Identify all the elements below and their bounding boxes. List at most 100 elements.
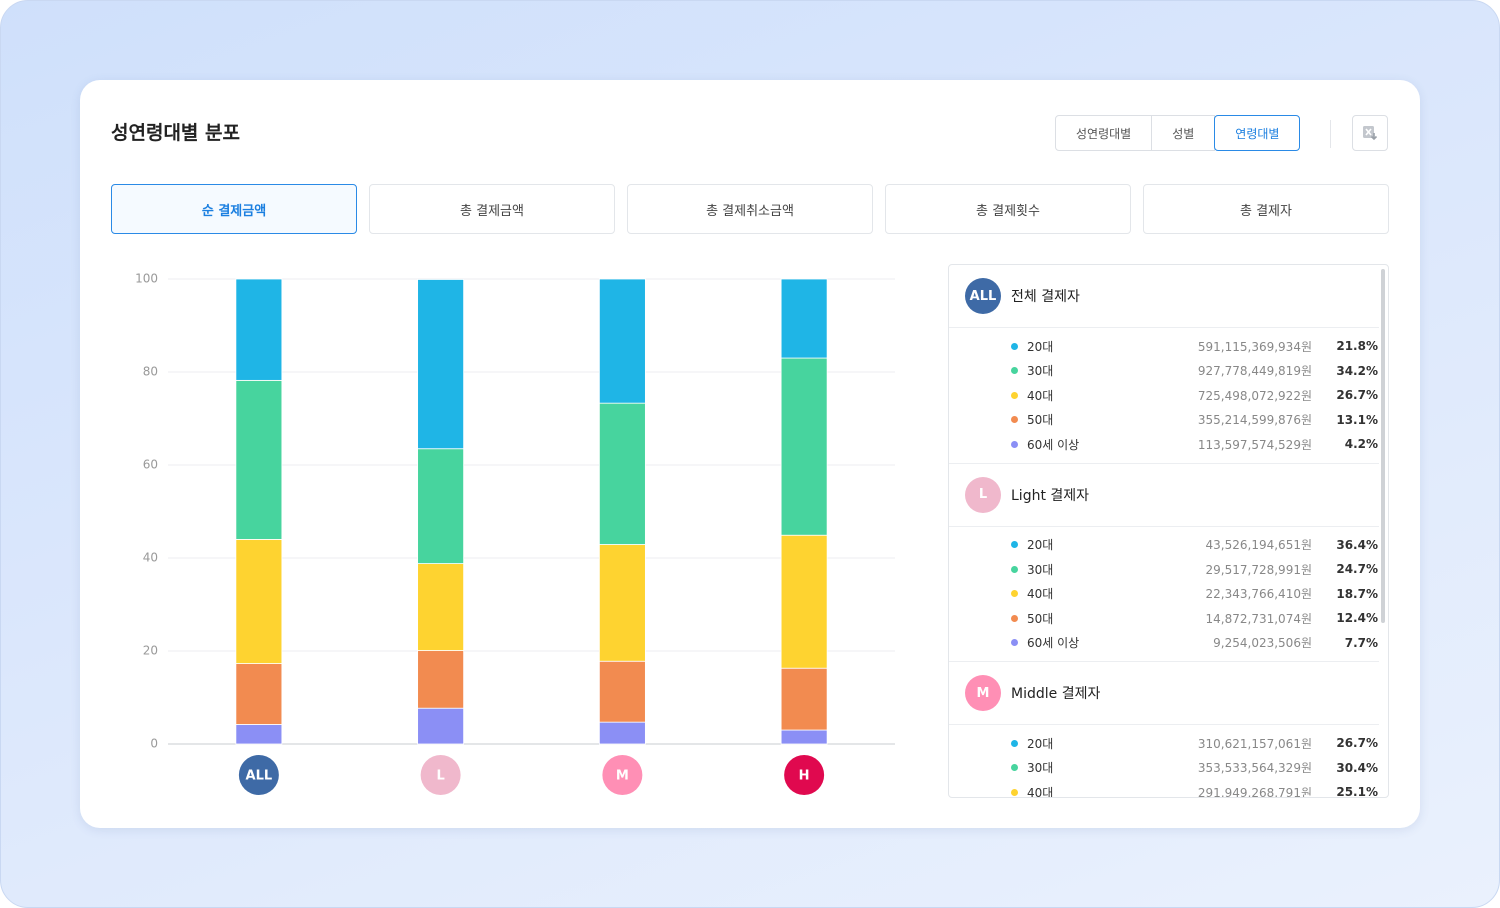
bar-segment — [780, 667, 828, 731]
group-title: Middle 결제자 — [1011, 686, 1101, 702]
row-amount: 725,498,072,922원 — [1197, 388, 1312, 403]
metric-tab[interactable]: 순 결제금액 — [111, 184, 357, 234]
row-label: 40대 — [1027, 785, 1054, 798]
legend-dot — [1011, 590, 1018, 598]
breakdown-row: 30대 29,517,728,991원 24.7% — [949, 557, 1379, 582]
breakdown-panel: ALL 전체 결제자 20대 591,115,369,934원 21.8% 30대 927,… — [948, 264, 1389, 798]
breakdown-row: 20대 310,621,157,061원 26.7% — [949, 731, 1379, 756]
group-title: Light 결제자 — [1011, 487, 1090, 504]
group-header: M Middle 결제자 — [949, 662, 1379, 725]
row-percent: 13.1% — [1336, 412, 1378, 427]
category-badge — [420, 755, 461, 795]
row-label: 30대 — [1027, 761, 1054, 776]
group-badge: L — [965, 476, 1001, 513]
y-tick-label: 60 — [143, 458, 158, 472]
metric-tab[interactable]: 총 결제금액 — [369, 184, 615, 234]
metric-tab[interactable]: 총 결제취소금액 — [627, 184, 873, 234]
row-label: 40대 — [1027, 587, 1054, 602]
y-tick-label: 40 — [143, 551, 158, 565]
row-amount: 9,254,023,506원 — [1213, 636, 1312, 651]
bar-segment — [780, 357, 828, 536]
row-percent: 24.7% — [1336, 562, 1378, 577]
row-label: 30대 — [1027, 562, 1054, 577]
row-label: 20대 — [1027, 538, 1054, 553]
panel-list: ALL 전체 결제자 20대 591,115,369,934원 21.8% 30대 927,… — [949, 265, 1388, 798]
toggle-button[interactable]: 성연령대별 — [1055, 115, 1153, 151]
title: 성연령대별 분포 — [111, 122, 240, 144]
row-label: 60세 이상 — [1027, 437, 1080, 452]
card: 성연령대별 분포 성연령대별 성별 연령대별 순 결제금액 총 결제금액 총 결제취소금… — [80, 80, 1420, 828]
bar-segment — [598, 544, 646, 662]
bar-segment — [235, 663, 283, 725]
row-percent: 4.2% — [1344, 437, 1378, 452]
legend-dot — [1011, 614, 1018, 622]
legend-dot — [1011, 416, 1018, 424]
excel-download-button[interactable] — [1352, 115, 1388, 151]
row-label: 40대 — [1027, 388, 1054, 403]
divider — [1330, 120, 1331, 148]
row-amount: 310,621,157,061원 — [1197, 736, 1312, 751]
row-percent: 12.4% — [1336, 611, 1378, 626]
group-rows: 20대 591,115,369,934원 21.8% 30대 927,778,449,8… — [949, 328, 1379, 463]
panel-group: ALL 전체 결제자 20대 591,115,369,934원 21.8% 30대 927,… — [949, 265, 1379, 464]
x-tick-label: H — [799, 769, 810, 784]
row-label: 50대 — [1027, 611, 1054, 626]
row-percent: 36.4% — [1336, 537, 1378, 552]
legend-dot — [1011, 788, 1018, 796]
scrollbar[interactable] — [1381, 269, 1385, 623]
breakdown-row: 20대 591,115,369,934원 21.8% — [949, 334, 1379, 359]
legend-dot — [1011, 764, 1018, 772]
row-label: 50대 — [1027, 413, 1054, 428]
bar-segment — [417, 707, 465, 745]
row-amount: 927,778,449,819원 — [1197, 364, 1312, 379]
breakdown-row: 50대 14,872,731,074원 12.4% — [949, 606, 1379, 631]
bar-segment — [598, 660, 646, 723]
metric-tab[interactable]: 총 결제자 — [1143, 184, 1389, 234]
row-amount: 22,343,766,410원 — [1205, 587, 1312, 602]
toggle-button[interactable]: 성별 — [1151, 115, 1216, 151]
row-percent: 18.7% — [1336, 586, 1378, 601]
group-badge: M — [965, 675, 1001, 711]
bar-segment — [417, 650, 465, 709]
row-amount: 43,526,194,651원 — [1205, 538, 1312, 553]
bar-segment — [235, 724, 283, 745]
legend-dot — [1011, 565, 1018, 573]
bar-segment — [598, 402, 646, 545]
x-tick-label: L — [436, 769, 444, 784]
row-percent: 7.7% — [1344, 635, 1378, 650]
bar-segment — [235, 379, 283, 540]
excel-icon — [1363, 126, 1378, 141]
row-amount: 29,517,728,991원 — [1205, 562, 1312, 577]
row-amount: 591,115,369,934원 — [1197, 339, 1312, 354]
row-label: 60세 이상 — [1027, 636, 1080, 651]
group-header: L Light 결제자 — [949, 464, 1379, 527]
bar-segment — [417, 448, 465, 564]
bar-segment — [417, 563, 465, 651]
bar-segment — [780, 729, 828, 745]
toggle-group: 성연령대별 성별 연령대별 — [1055, 115, 1301, 151]
legend-dot — [1011, 739, 1018, 747]
group-rows: 20대 310,621,157,061원 26.7% 30대 353,533,564,3… — [949, 725, 1379, 798]
row-amount: 14,872,731,074원 — [1205, 611, 1312, 626]
breakdown-row: 40대 291,949,268,791원 25.1% — [949, 780, 1379, 798]
x-tick-label: ALL — [246, 769, 273, 784]
y-tick-label: 20 — [143, 644, 158, 658]
row-percent: 26.7% — [1336, 736, 1378, 751]
chart: 0 20 40 60 80 100 ALL L M H — [135, 272, 895, 795]
row-label: 20대 — [1027, 736, 1054, 751]
group-header: ALL 전체 결제자 — [949, 265, 1379, 328]
toggle-button[interactable]: 연령대별 — [1214, 115, 1301, 151]
row-amount: 291,949,268,791원 — [1197, 785, 1312, 798]
tab-bar: 순 결제금액 총 결제금액 총 결제취소금액 총 결제횟수 총 결제자 — [111, 184, 1389, 234]
panel-group: M Middle 결제자 20대 310,621,157,061원 26.7% 30대 35… — [949, 662, 1379, 798]
metric-tab[interactable]: 총 결제횟수 — [885, 184, 1131, 234]
breakdown-row: 40대 22,343,766,410원 18.7% — [949, 582, 1379, 607]
bar-segment — [235, 278, 283, 381]
bar-segment — [598, 278, 646, 404]
row-label: 20대 — [1027, 339, 1054, 354]
row-percent: 25.1% — [1336, 785, 1378, 798]
bar-segment — [235, 538, 283, 664]
row-amount: 353,533,564,329원 — [1197, 761, 1312, 776]
legend-dot — [1011, 541, 1018, 549]
